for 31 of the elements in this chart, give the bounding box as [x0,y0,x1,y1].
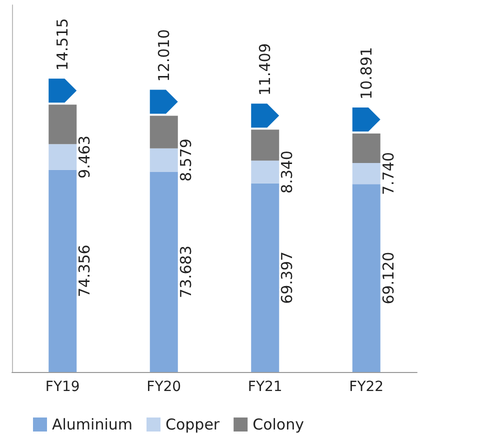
legend-label: Colony [252,416,304,434]
x-tick-label: FY22 [349,379,384,395]
bar [352,163,380,184]
bar [150,148,178,172]
bar [150,116,178,148]
bar [352,184,380,372]
legend-label: Copper [166,416,220,434]
x-tick-label: FY21 [248,379,282,395]
bar [48,104,77,144]
data-label: 73.683 [176,246,195,298]
data-label: 12.010 [154,29,173,82]
data-label: 10.891 [357,46,376,100]
data-label: 8.340 [278,150,296,194]
data-label: 69.397 [278,251,296,304]
legend-label: Aluminium [52,416,133,434]
data-label: 8.579 [176,138,195,182]
bar [48,144,77,170]
data-label: 14.515 [54,18,72,71]
bar [150,172,178,372]
bar [251,130,280,161]
data-label: 74.356 [76,244,94,298]
bar [352,133,380,164]
data-label: 69.120 [379,252,398,304]
x-tick-label: FY19 [45,379,80,395]
data-label: 9.463 [76,136,94,178]
bar [251,160,280,184]
bar [48,170,77,372]
data-label: 11.409 [256,43,274,96]
bar [251,183,280,372]
x-tick-label: FY20 [146,379,182,395]
data-label: 7.740 [379,152,398,196]
